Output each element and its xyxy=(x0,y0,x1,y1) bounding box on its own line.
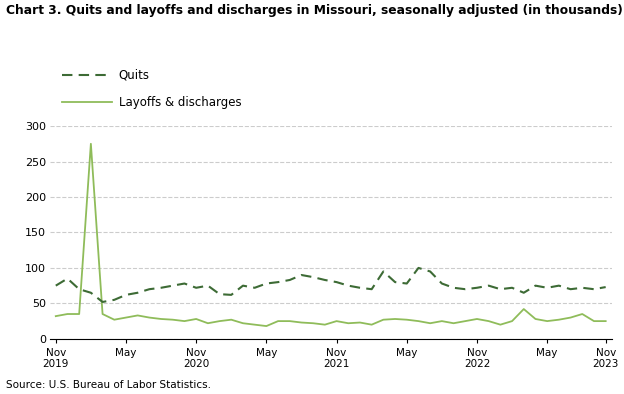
Text: Source: U.S. Bureau of Labor Statistics.: Source: U.S. Bureau of Labor Statistics. xyxy=(6,380,212,390)
Text: Chart 3. Quits and layoffs and discharges in Missouri, seasonally adjusted (in t: Chart 3. Quits and layoffs and discharge… xyxy=(6,4,623,17)
Text: Quits: Quits xyxy=(119,69,150,81)
Text: Layoffs & discharges: Layoffs & discharges xyxy=(119,96,241,109)
